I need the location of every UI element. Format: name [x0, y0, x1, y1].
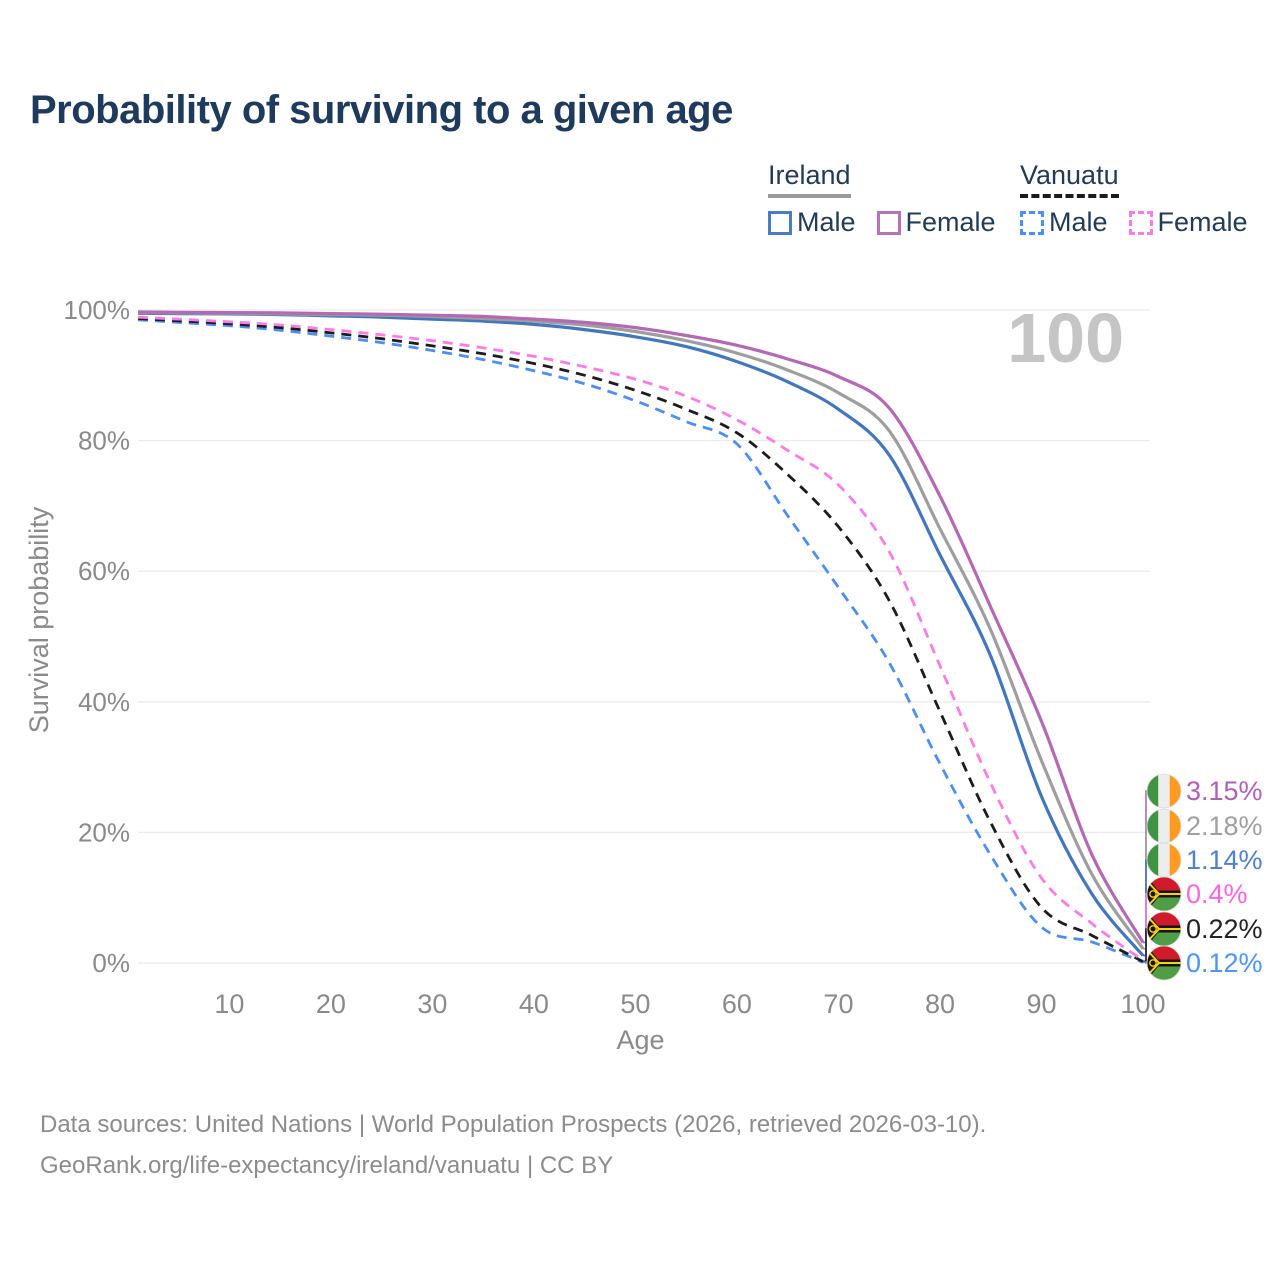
end-value-label-vanuatu-male: 0.12% [1186, 948, 1263, 978]
ireland-flag-icon [1147, 774, 1181, 808]
legend-group-vanuatu: Vanuatu Male Female [1020, 160, 1248, 238]
legend-item-ireland-female[interactable]: Female [876, 207, 996, 238]
x-axis-title: Age [616, 1025, 664, 1055]
y-tick-label: 80% [78, 426, 130, 456]
end-value-label-vanuatu-female: 0.4% [1186, 879, 1248, 909]
y-tick-label: 60% [78, 556, 130, 586]
y-tick-label: 100% [64, 295, 131, 325]
legend-item-label: Male [1049, 207, 1108, 237]
x-tick-label: 10 [214, 989, 244, 1019]
legend-item-label: Female [1157, 207, 1248, 237]
flag-orange-stripe [1169, 774, 1181, 808]
curve-vanuatu-female[interactable] [137, 315, 1144, 962]
vanuatu-male-swatch-icon [1020, 210, 1044, 235]
end-value-label-vanuatu-combined: 0.22% [1186, 914, 1263, 944]
chart-legend: Ireland Male Female Vanuatu [0, 0, 1280, 250]
end-label-connector-vanuatu-female [1143, 893, 1147, 962]
ireland-male-swatch-icon [768, 210, 792, 235]
y-tick-label: 20% [78, 817, 130, 847]
flag-boar-tusk-emblem [1149, 890, 1157, 898]
vanuatu-flag-icon [1147, 877, 1181, 911]
x-tick-label: 50 [620, 989, 650, 1019]
y-axis-title: Survival probability [24, 506, 54, 733]
legend-item-ireland-male[interactable]: Male [768, 207, 856, 238]
flag-ring [1146, 945, 1182, 981]
legend-country-ireland[interactable]: Ireland [768, 160, 851, 198]
curve-vanuatu-combined[interactable] [137, 317, 1144, 963]
end-value-label-ireland-male: 1.14% [1186, 845, 1263, 875]
x-tick-label: 90 [1026, 989, 1056, 1019]
x-tick-label: 100 [1120, 989, 1165, 1019]
x-tick-label: 80 [925, 989, 955, 1019]
flag-white-stripe [1158, 809, 1170, 843]
x-tick-label: 20 [316, 989, 346, 1019]
vanuatu-dashed-line-swatch-icon [1020, 194, 1119, 198]
ireland-flag-icon [1147, 809, 1181, 843]
legend-item-vanuatu-female[interactable]: Female [1128, 207, 1248, 238]
ireland-flag-icon [1147, 843, 1181, 877]
flag-green-stripe [1147, 774, 1159, 808]
vanuatu-flag-icon [1147, 946, 1181, 980]
legend-group-ireland: Ireland Male Female [768, 160, 996, 238]
footer-attribution-link: GeoRank.org/life-expectancy/ireland/vanu… [40, 1152, 614, 1179]
flag-white-stripe [1158, 843, 1170, 877]
flag-boar-tusk-emblem [1149, 959, 1157, 967]
flag-orange-stripe [1169, 809, 1181, 843]
end-label-connector-vanuatu-combined [1143, 928, 1147, 963]
flag-green-stripe [1147, 809, 1159, 843]
end-value-label-ireland-combined: 2.18% [1186, 811, 1263, 841]
y-tick-label: 40% [78, 687, 130, 717]
page-title: Probability of surviving to a given age [30, 88, 733, 132]
footer-data-sources: Data sources: United Nations | World Pop… [40, 1111, 987, 1138]
end-value-label-ireland-female: 3.15% [1186, 776, 1263, 806]
hover-age-watermark: 100 [1007, 299, 1124, 377]
legend-country-vanuatu-label: Vanuatu [1020, 160, 1119, 190]
y-tick-label: 0% [92, 948, 130, 978]
legend-item-label: Female [905, 207, 996, 237]
flag-boar-tusk-emblem [1149, 925, 1157, 933]
footer: Data sources: United Nations | World Pop… [40, 1104, 986, 1186]
flag-white-stripe [1158, 774, 1170, 808]
curve-ireland-combined[interactable] [137, 311, 1145, 950]
legend-country-vanuatu[interactable]: Vanuatu [1020, 160, 1119, 198]
x-tick-label: 30 [417, 989, 447, 1019]
curve-vanuatu-male[interactable] [137, 318, 1144, 964]
flag-ring [1146, 773, 1182, 809]
legend-country-ireland-label: Ireland [768, 160, 851, 190]
flag-green-stripe [1147, 843, 1159, 877]
vanuatu-flag-icon [1147, 912, 1181, 946]
end-label-connector-vanuatu-male [1143, 961, 1147, 964]
x-tick-label: 70 [823, 989, 853, 1019]
legend-item-label: Male [797, 207, 856, 237]
x-tick-label: 40 [519, 989, 549, 1019]
vanuatu-female-swatch-icon [1128, 210, 1153, 235]
ireland-solid-line-swatch-icon [768, 194, 851, 198]
flag-ring [1146, 876, 1182, 912]
ireland-female-swatch-icon [876, 210, 901, 235]
curve-ireland-female[interactable] [137, 310, 1145, 944]
legend-item-vanuatu-male[interactable]: Male [1020, 207, 1108, 238]
x-tick-label: 60 [722, 989, 752, 1019]
flag-orange-stripe [1169, 843, 1181, 877]
